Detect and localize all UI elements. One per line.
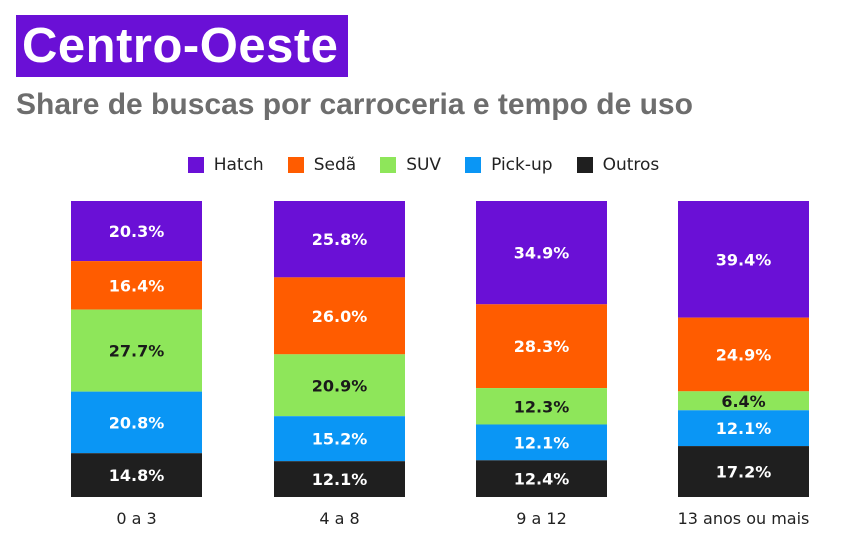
data-label-suv-4-a-8: 20.9%	[312, 376, 368, 395]
data-label-seda-9-a-12: 28.3%	[514, 337, 570, 356]
legend-label-seda: Sedã	[313, 155, 357, 175]
legend-item-seda: Sedã	[287, 155, 357, 175]
legend-swatch-suv	[380, 157, 397, 173]
chart-title: Centro-Oeste	[22, 19, 339, 73]
category-label-4-a-8: 4 a 8	[319, 509, 359, 528]
legend-item-hatch: Hatch	[187, 155, 264, 175]
data-label-hatch-13-anos-ou-mais: 39.4%	[716, 250, 772, 269]
data-label-seda-13-anos-ou-mais: 24.9%	[716, 345, 772, 364]
category-label-0-a-3: 0 a 3	[116, 509, 156, 528]
bar-segment-hatch-13-anos-ou-mais	[678, 201, 809, 318]
bar-segment-seda-4-a-8	[274, 277, 405, 355]
data-label-seda-4-a-8: 26.0%	[312, 307, 368, 326]
bar-segment-hatch-0-a-3	[71, 201, 202, 262]
legend-label-pickup: Pick-up	[491, 155, 553, 175]
legend-label-hatch: Hatch	[213, 155, 264, 175]
data-label-pick-up-9-a-12: 12.1%	[514, 433, 570, 452]
bar-segment-outros-0-a-3	[71, 453, 202, 497]
bar-segment-suv-13-anos-ou-mais	[678, 391, 809, 411]
data-label-outros-13-anos-ou-mais: 17.2%	[716, 463, 772, 482]
bar-segment-suv-4-a-8	[274, 354, 405, 417]
data-label-suv-9-a-12: 12.3%	[514, 397, 570, 416]
data-label-outros-0-a-3: 14.8%	[109, 466, 165, 485]
bar-segment-hatch-4-a-8	[274, 201, 405, 278]
bar-segment-suv-9-a-12	[476, 388, 607, 425]
bar-segment-pick-up-13-anos-ou-mais	[678, 410, 809, 447]
data-label-outros-9-a-12: 12.4%	[514, 470, 570, 489]
data-label-seda-0-a-3: 16.4%	[109, 276, 165, 295]
category-label-13-anos-ou-mais: 13 anos ou mais	[678, 509, 810, 528]
bar-segment-hatch-9-a-12	[476, 201, 607, 305]
bar-segment-outros-9-a-12	[476, 460, 607, 497]
legend-label-suv: SUV	[406, 155, 442, 175]
legend-swatch-seda	[287, 157, 304, 173]
chart-subtitle: Share de buscas por carroceria e tempo d…	[16, 88, 693, 121]
bar-segment-outros-4-a-8	[274, 461, 405, 497]
legend-item-pickup: Pick-up	[465, 155, 553, 175]
data-label-hatch-0-a-3: 20.3%	[109, 222, 165, 241]
data-label-hatch-4-a-8: 25.8%	[312, 230, 368, 249]
bar-segment-seda-13-anos-ou-mais	[678, 317, 809, 392]
legend: Hatch Sedã SUV Pick-up Outros	[0, 153, 847, 177]
data-label-hatch-9-a-12: 34.9%	[514, 244, 570, 263]
title-box: Centro-Oeste	[16, 15, 349, 77]
bar-segment-pick-up-4-a-8	[274, 416, 405, 462]
category-label-9-a-12: 9 a 12	[516, 509, 567, 528]
legend-swatch-pickup	[465, 157, 482, 173]
bar-segment-outros-13-anos-ou-mais	[678, 446, 809, 497]
bar-segment-seda-0-a-3	[71, 261, 202, 310]
data-label-pick-up-4-a-8: 15.2%	[312, 430, 368, 449]
data-label-suv-0-a-3: 27.7%	[109, 342, 165, 361]
legend-item-outros: Outros	[576, 155, 660, 175]
legend-label-outros: Outros	[602, 155, 660, 175]
bar-segment-pick-up-9-a-12	[476, 424, 607, 461]
legend-item-suv: SUV	[380, 155, 441, 175]
bar-segment-seda-9-a-12	[476, 304, 607, 389]
data-label-pick-up-0-a-3: 20.8%	[109, 413, 165, 432]
bar-segment-pick-up-0-a-3	[71, 391, 202, 454]
bar-segment-suv-0-a-3	[71, 309, 202, 392]
data-label-pick-up-13-anos-ou-mais: 12.1%	[716, 419, 772, 438]
legend-swatch-hatch	[187, 157, 204, 173]
legend-swatch-outros	[576, 157, 593, 173]
data-label-outros-4-a-8: 12.1%	[312, 470, 368, 489]
data-label-suv-13-anos-ou-mais: 6.4%	[721, 392, 765, 411]
